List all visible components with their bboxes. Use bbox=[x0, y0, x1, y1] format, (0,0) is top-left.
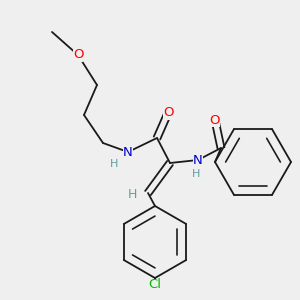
Text: O: O bbox=[73, 49, 83, 62]
Text: O: O bbox=[210, 113, 220, 127]
Text: H: H bbox=[127, 188, 137, 202]
Text: Cl: Cl bbox=[148, 278, 161, 292]
Text: H: H bbox=[192, 169, 200, 179]
Text: H: H bbox=[110, 159, 118, 169]
Text: O: O bbox=[163, 106, 173, 119]
Text: N: N bbox=[123, 146, 133, 158]
Text: N: N bbox=[193, 154, 203, 166]
